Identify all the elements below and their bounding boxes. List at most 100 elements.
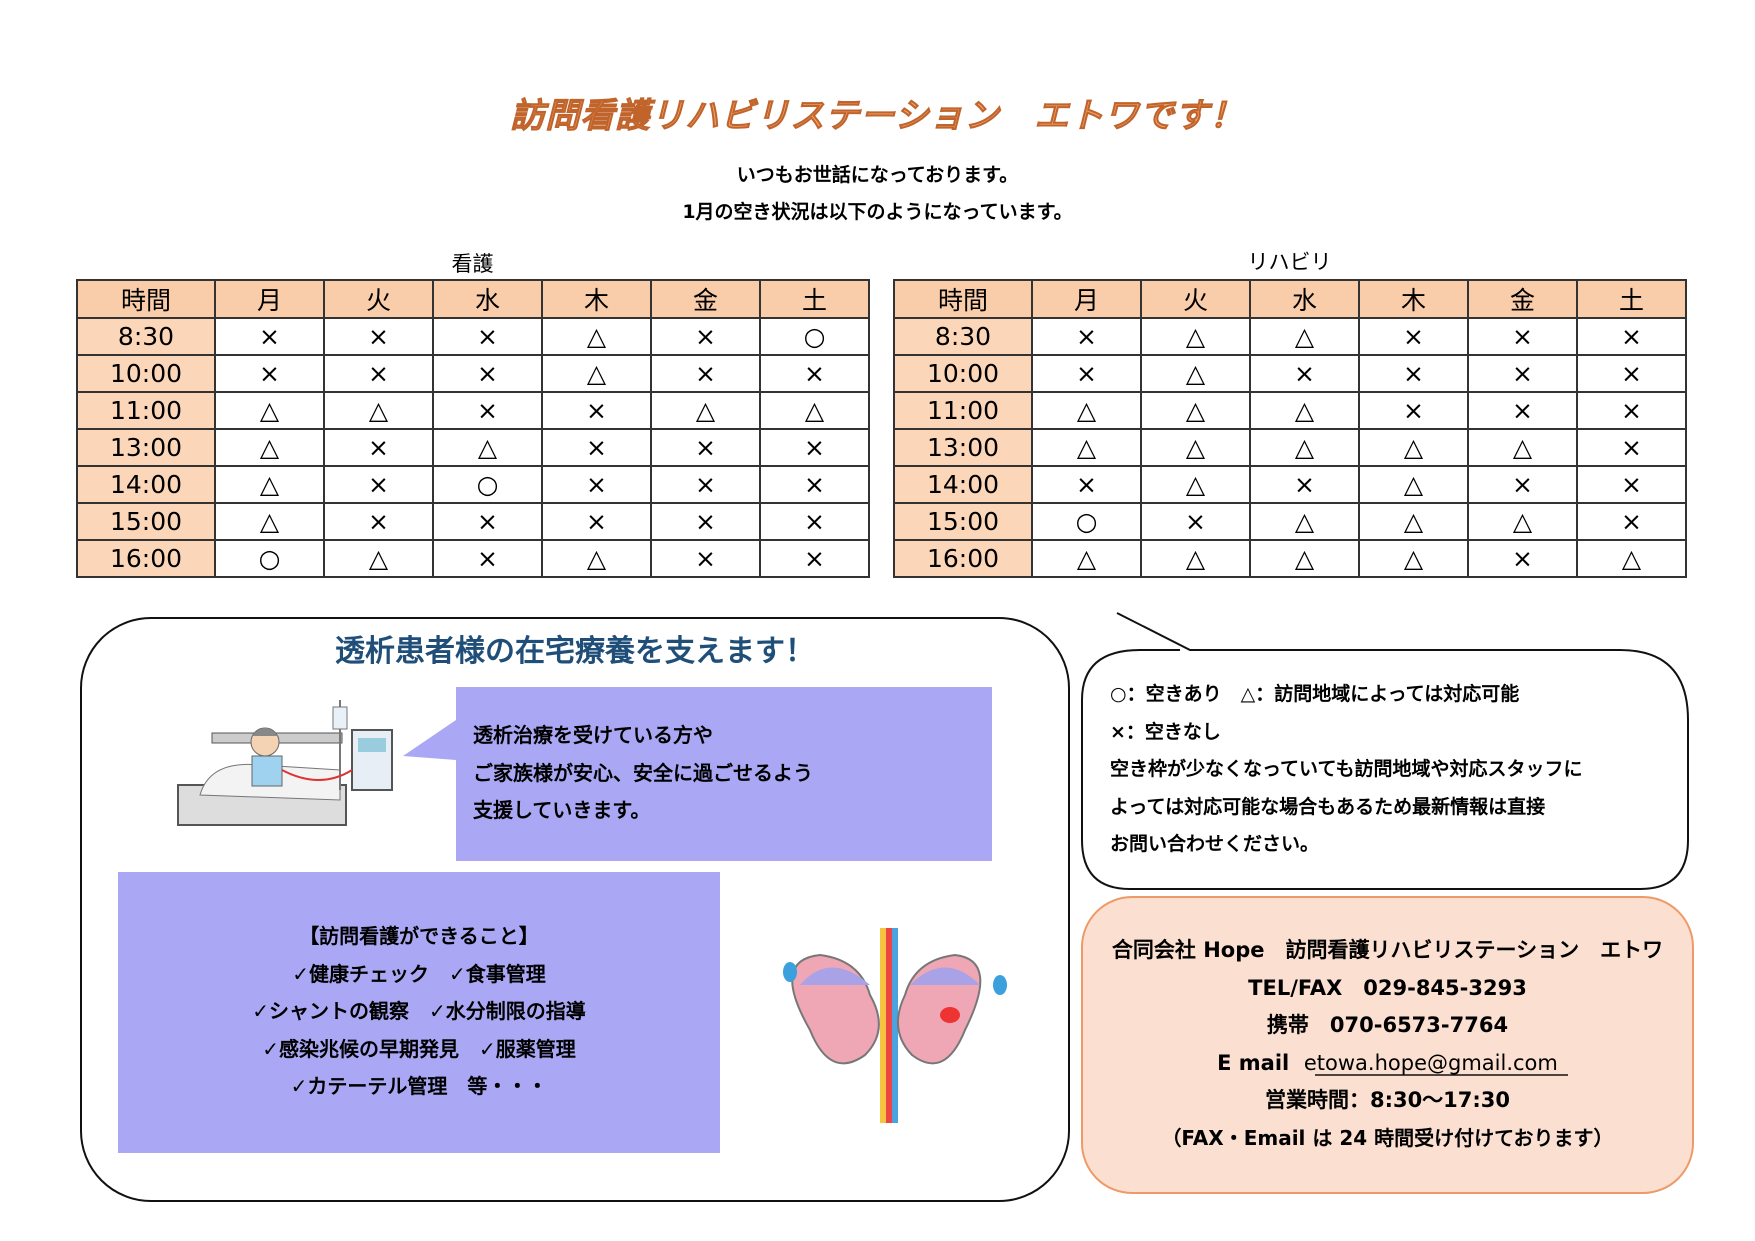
column-header: 木 [541, 279, 652, 319]
availability-cell: × [323, 317, 434, 356]
legend-line: ×：空きなし [1110, 720, 1221, 743]
time-cell: 11:00 [893, 391, 1033, 430]
availability-cell: × [1467, 391, 1578, 430]
availability-cell: △ [1140, 428, 1251, 467]
row: 15:00 △ × × × × × [76, 502, 870, 541]
row: 10:00 × △ × × × × [893, 354, 1687, 393]
speech-line: 透析治療を受けている方や [473, 723, 713, 747]
email-label: E mail [1217, 1050, 1290, 1075]
column-header: 時間 [76, 279, 216, 319]
legend-line: お問い合わせください。 [1110, 833, 1320, 855]
availability-cell: × [650, 354, 761, 393]
row: 11:00 △ △ △ × × × [893, 391, 1687, 430]
availability-cell: △ [1140, 354, 1251, 393]
availability-cell: × [1576, 317, 1687, 356]
availability-cell: △ [1576, 539, 1687, 578]
time-cell: 16:00 [76, 539, 216, 578]
availability-cell: × [1249, 465, 1360, 504]
availability-cell: ○ [1031, 502, 1142, 541]
hours: 営業時間：8:30～17:30 [1264, 1088, 1511, 1112]
availability-cell: ○ [759, 317, 870, 356]
availability-cell: × [323, 428, 434, 467]
time-cell: 15:00 [893, 502, 1033, 541]
availability-cell: △ [1031, 391, 1142, 430]
time-cell: 11:00 [76, 391, 216, 430]
availability-cell: × [323, 502, 434, 541]
row: 13:00 △ △ △ △ △ × [893, 428, 1687, 467]
column-header: 金 [650, 279, 761, 319]
row: 8:30 × × × △ × ○ [76, 317, 870, 356]
email-row: E mail etowa.hope@gmail.com [1082, 1045, 1693, 1083]
column-header: 月 [214, 279, 325, 319]
time-cell: 8:30 [76, 317, 216, 356]
availability-cell: △ [323, 391, 434, 430]
intro-line: いつもお世話になっております。 [736, 164, 1019, 186]
availability-cell: × [1467, 354, 1578, 393]
nursing-table: 時間月火水木金土 8:30 × × × △ × ○ 10:00 × × × △ × × 11:00 △ △ × × △ △… [76, 279, 870, 578]
availability-cell: × [1467, 539, 1578, 578]
row: 10:00 × × × △ × × [76, 354, 870, 393]
availability-cell: △ [214, 428, 325, 467]
availability-cell: △ [1249, 502, 1360, 541]
availability-cell: △ [432, 428, 543, 467]
patient-illustration [177, 700, 393, 826]
availability-cell: × [650, 502, 761, 541]
row: 11:00 △ △ × × △ △ [76, 391, 870, 430]
note: （FAX・Email は 24 時間受け付けております） [1161, 1125, 1614, 1150]
availability-cell: △ [214, 391, 325, 430]
availability-cell: △ [214, 502, 325, 541]
contact-frame [1081, 896, 1694, 1194]
availability-cell: × [432, 354, 543, 393]
row: 13:00 △ × △ × × × [76, 428, 870, 467]
availability-cell: × [1031, 317, 1142, 356]
availability-cell: × [1467, 317, 1578, 356]
column-header: 土 [1576, 279, 1687, 319]
row: 14:00 △ × ○ × × × [76, 465, 870, 504]
title: 訪問看護リハビリステーション エトワです！ [510, 96, 1245, 137]
availability-cell: △ [1358, 502, 1469, 541]
speech-line: 支援していきます。 [473, 798, 651, 822]
availability-cell: △ [541, 317, 652, 356]
availability-cell: △ [650, 391, 761, 430]
availability-cell: × [1358, 391, 1469, 430]
availability-cell: × [650, 465, 761, 504]
availability-cell: × [759, 502, 870, 541]
availability-cell: △ [1140, 539, 1251, 578]
availability-cell: × [1249, 354, 1360, 393]
availability-cell: × [1358, 317, 1469, 356]
availability-cell: △ [759, 391, 870, 430]
kidney-illustration [783, 928, 1007, 1123]
list-item: ✓健康チェック ✓食事管理 [292, 961, 546, 986]
availability-cell: × [541, 391, 652, 430]
legend-bubble [1081, 612, 1689, 890]
availability-cell: × [759, 465, 870, 504]
contact: 合同会社 Hope 訪問看護リハビリステーション エトワ TEL/FAX 029… [1082, 932, 1693, 1157]
availability-cell: × [432, 502, 543, 541]
availability-cell: × [1140, 502, 1251, 541]
speech-tail [403, 720, 456, 760]
column-header: 火 [323, 279, 434, 319]
availability-cell: × [214, 354, 325, 393]
availability-cell: × [1358, 354, 1469, 393]
availability-cell: △ [1467, 502, 1578, 541]
availability-cell: △ [541, 354, 652, 393]
availability-cell: △ [541, 539, 652, 578]
email[interactable]: etowa.hope@gmail.com [1303, 1050, 1558, 1075]
column-header: 月 [1031, 279, 1142, 319]
legend-line: ○：空きあり △：訪問地域によっては対応可能 [1110, 683, 1520, 705]
column-header: 木 [1358, 279, 1469, 319]
legend-line: よっては対応可能な場合もあるため最新情報は直接 [1110, 795, 1546, 818]
time-cell: 13:00 [893, 428, 1033, 467]
speech-text: 透析治療を受けている方や ご家族様が安心、安全に過ごせるよう 支援していきます。 [473, 717, 813, 830]
column-header: 水 [432, 279, 543, 319]
availability-cell: × [650, 428, 761, 467]
legend-line: 空き枠が少なくなっていても訪問地域や対応スタッフに [1110, 758, 1583, 780]
column-header: 火 [1140, 279, 1251, 319]
column-header: 土 [759, 279, 870, 319]
availability-cell: × [541, 502, 652, 541]
row: 8:30 × △ △ × × × [893, 317, 1687, 356]
rehab-table: 時間月火水木金土 8:30 × △ △ × × × 10:00 × △ × × × × 11:00 △ △ △ × × ×… [893, 279, 1687, 578]
list-title: 【訪問看護ができること】 [299, 924, 539, 948]
availability-cell: △ [1467, 428, 1578, 467]
